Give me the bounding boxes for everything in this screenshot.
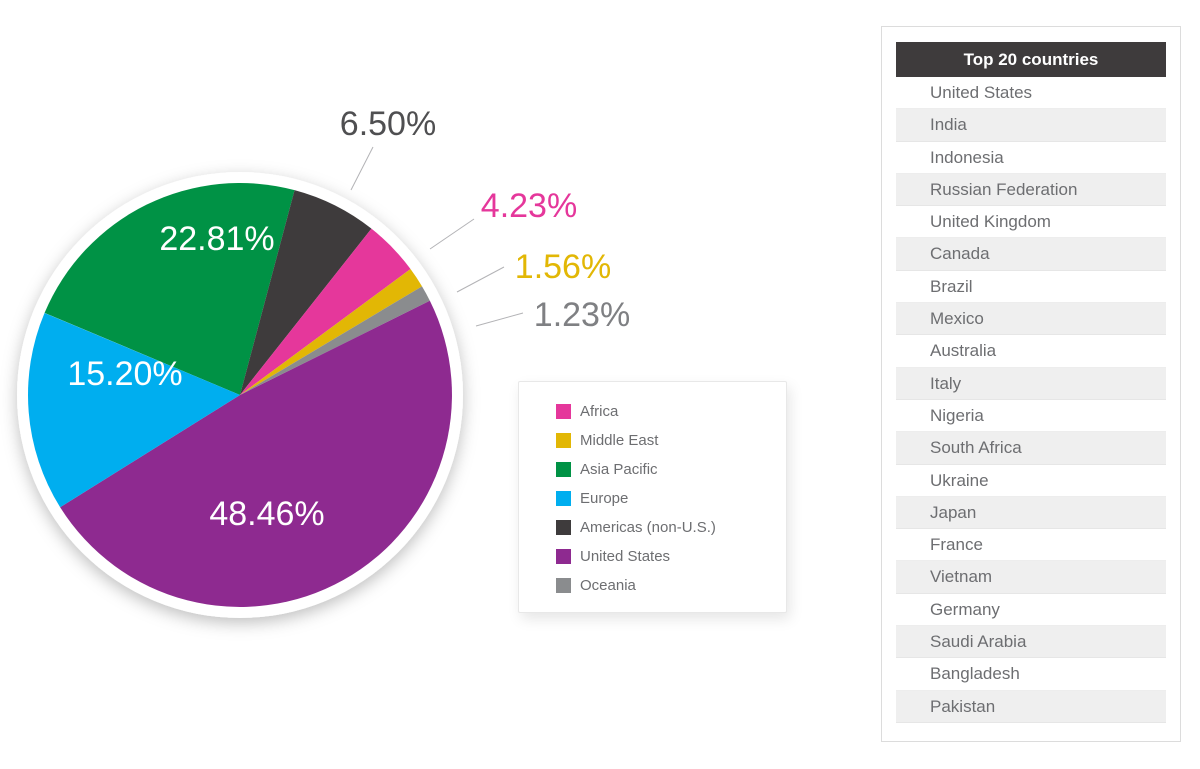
table-row-saudi-arabia: Saudi Arabia	[896, 626, 1166, 659]
pie-chart: 22.81% 6.50% 4.23% 1.56% 1.23% 48.46% 15.20%	[17, 105, 630, 618]
pie-label-africa: 4.23%	[481, 187, 577, 225]
legend-swatch-americas-non-u-s	[556, 520, 571, 535]
table-row-united-kingdom: United Kingdom	[896, 206, 1166, 239]
pie-label-americas-non-u-s: 6.50%	[340, 105, 436, 143]
legend-item-americas-non-u-s[interactable]: Americas (non-U.S.)	[556, 513, 786, 542]
legend-item-label: Europe	[580, 490, 629, 507]
pie-slice-europe[interactable]	[28, 312, 241, 508]
pie-label-asia-pacific: 22.81%	[159, 220, 274, 258]
legend-item-asia-pacific[interactable]: Asia Pacific	[556, 455, 786, 484]
legend-swatch-middle-east	[556, 433, 571, 448]
table-row-canada: Canada	[896, 238, 1166, 271]
legend-item-oceania[interactable]: Oceania	[556, 571, 786, 600]
table-row-south-africa: South Africa	[896, 432, 1166, 465]
table-row-bangladesh: Bangladesh	[896, 658, 1166, 691]
legend-item-label: Africa	[580, 403, 619, 420]
pie-slice-asia-pacific[interactable]	[44, 182, 295, 395]
pie-label-europe: 15.20%	[67, 355, 182, 393]
legend-list: Africa Middle East Asia Pacific Europe Ameri…	[556, 397, 786, 600]
table-row-nigeria: Nigeria	[896, 400, 1166, 433]
pie-label-united-states: 48.46%	[209, 495, 324, 533]
pie-label-middle-east: 1.56%	[515, 248, 611, 286]
table-row-russian-federation: Russian Federation	[896, 173, 1166, 207]
leader-line-middle-east	[456, 266, 505, 293]
legend-item-middle-east[interactable]: Middle East	[556, 426, 786, 455]
legend-item-label: Asia Pacific	[580, 461, 658, 478]
table-row-brazil: Brazil	[896, 271, 1166, 304]
table-row-pakistan: Pakistan	[896, 690, 1166, 723]
table-row-japan: Japan	[896, 496, 1166, 530]
legend-swatch-africa	[556, 404, 571, 419]
pie-slice-africa[interactable]	[240, 228, 411, 395]
country-table: United States India Indonesia Russian Feder…	[896, 77, 1166, 723]
legend-swatch-united-states	[556, 549, 571, 564]
pie-slice-middle-east[interactable]	[240, 269, 423, 395]
legend-item-united-states[interactable]: United States	[556, 542, 786, 571]
pie-slice-united-states[interactable]	[60, 300, 452, 607]
table-row-india: India	[896, 109, 1166, 142]
top-countries-card: Top 20 countries United States India Indon…	[881, 26, 1181, 742]
table-row-ukraine: Ukraine	[896, 465, 1166, 497]
legend-swatch-europe	[556, 491, 571, 506]
pie-label-oceania: 1.23%	[534, 296, 630, 334]
legend-item-africa[interactable]: Africa	[556, 397, 786, 426]
legend-item-label: Oceania	[580, 577, 636, 594]
table-row-united-states: United States	[896, 77, 1166, 110]
chart-legend: Africa Middle East Asia Pacific Europe Ameri…	[518, 381, 787, 613]
pie-slice-oceania[interactable]	[240, 286, 430, 395]
table-row-france: France	[896, 529, 1166, 562]
legend-item-label: Middle East	[580, 432, 659, 449]
leader-line-africa	[429, 218, 475, 250]
legend-item-label: United States	[580, 548, 671, 565]
table-row-australia: Australia	[896, 335, 1166, 368]
legend-item-label: Americas (non-U.S.)	[580, 519, 716, 536]
table-row-italy: Italy	[896, 367, 1166, 400]
legend-swatch-oceania	[556, 578, 571, 593]
legend-item-europe[interactable]: Europe	[556, 484, 786, 513]
table-row-mexico: Mexico	[896, 303, 1166, 336]
table-row-germany: Germany	[896, 594, 1166, 627]
table-row-vietnam: Vietnam	[896, 561, 1166, 594]
leader-line-oceania	[475, 312, 524, 327]
pie-slice-americas-non-u-s[interactable]	[240, 190, 372, 395]
legend-swatch-asia-pacific	[556, 462, 571, 477]
table-header: Top 20 countries	[896, 42, 1166, 77]
table-row-indonesia: Indonesia	[896, 142, 1166, 174]
leader-line-americas-non-u-s	[350, 146, 374, 191]
